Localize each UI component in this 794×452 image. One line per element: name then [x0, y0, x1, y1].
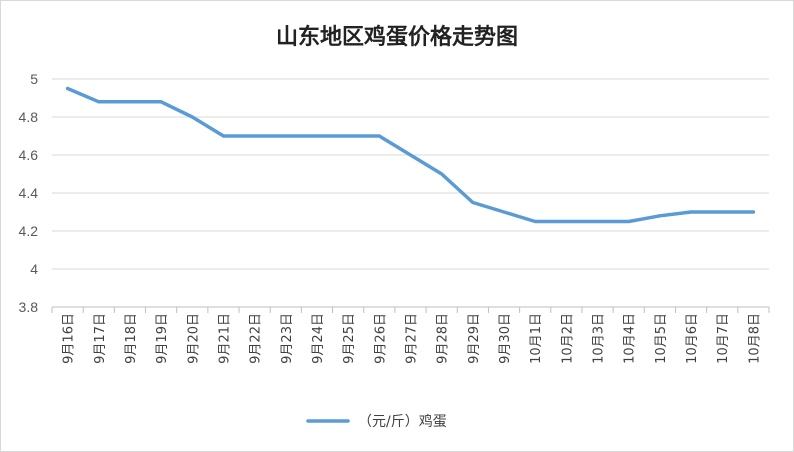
x-tick-label: 9月20日 — [186, 313, 201, 364]
x-tick-label: 9月29日 — [467, 313, 482, 364]
x-tick-label: 9月24日 — [311, 313, 326, 364]
chart-title: 山东地区鸡蛋价格走势图 — [276, 24, 518, 50]
y-tick-label: 4.8 — [19, 109, 39, 125]
x-tick-label: 9月21日 — [217, 313, 232, 364]
y-tick-label: 4.2 — [19, 223, 39, 239]
x-tick-label: 10月8日 — [747, 313, 762, 364]
x-tick-label: 9月16日 — [62, 313, 77, 364]
x-tick-label: 9月17日 — [93, 313, 108, 364]
y-tick-label: 4.4 — [19, 185, 39, 201]
legend: （元/斤）鸡蛋 — [306, 413, 447, 430]
x-tick-label: 9月30日 — [498, 313, 513, 364]
series-layer — [65, 86, 756, 224]
y-tick-label: 3.8 — [19, 299, 39, 315]
x-tick-label: 10月4日 — [623, 313, 638, 364]
x-tick-label: 10月6日 — [685, 313, 700, 364]
x-tick-label: 9月18日 — [124, 313, 139, 364]
legend-label: （元/斤）鸡蛋 — [358, 413, 447, 430]
x-tick-label: 9月22日 — [249, 313, 264, 364]
x-tick-label: 9月25日 — [342, 313, 357, 364]
y-tick-label: 4.6 — [19, 147, 39, 163]
x-tick-label: 10月7日 — [716, 313, 731, 364]
x-tick-label: 10月5日 — [654, 313, 669, 364]
x-tick-label: 9月23日 — [280, 313, 295, 364]
gridlines — [52, 78, 769, 308]
x-tick-label: 9月19日 — [155, 313, 170, 364]
series-line — [65, 86, 756, 224]
y-axis: 3.8 4 4.2 4.4 4.6 4.8 5 — [19, 71, 39, 315]
x-tick-label: 10月1日 — [529, 313, 544, 364]
x-tick-label: 10月3日 — [592, 313, 607, 364]
x-tick-label: 9月28日 — [436, 313, 451, 364]
x-tick-label: 9月27日 — [405, 313, 420, 364]
x-tick-label: 9月26日 — [373, 313, 388, 364]
x-tick-label: 10月2日 — [560, 313, 575, 364]
y-tick-label: 5 — [30, 71, 38, 87]
x-axis: 9月16日 9月17日 9月18日 9月19日 9月20日 9月21日 9月22日 9月23日… — [51, 307, 770, 364]
y-tick-label: 4 — [30, 261, 38, 277]
